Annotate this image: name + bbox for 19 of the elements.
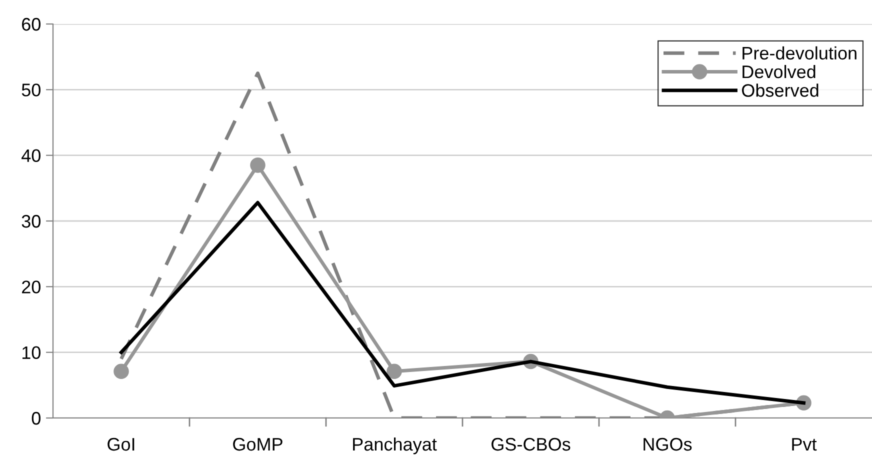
legend-label: Observed: [742, 84, 818, 97]
point: [386, 364, 402, 380]
x-tick-label: GoI: [108, 438, 134, 451]
y-tick-label: 60: [22, 18, 40, 31]
y-tick-label: 50: [22, 84, 40, 96]
y-tick-label: 10: [22, 346, 40, 360]
x-tick-label: GS-CBOs: [492, 438, 570, 451]
y-tick-label: 30: [22, 214, 40, 228]
x-tick-label: GoMP: [233, 438, 282, 451]
x-tick-label: Pvt: [792, 438, 817, 451]
legend-label: Pre-devolution: [742, 46, 856, 60]
y-tick-label: 40: [22, 149, 40, 162]
x-tick-label: NGOs: [644, 438, 692, 451]
point: [250, 158, 266, 173]
x-tick-label: Panchayat: [353, 437, 437, 454]
point: [114, 364, 129, 380]
legend-label: Devolved: [742, 64, 816, 78]
y-tick-label: 20: [22, 280, 40, 294]
y-tick-label: 0: [32, 412, 40, 425]
